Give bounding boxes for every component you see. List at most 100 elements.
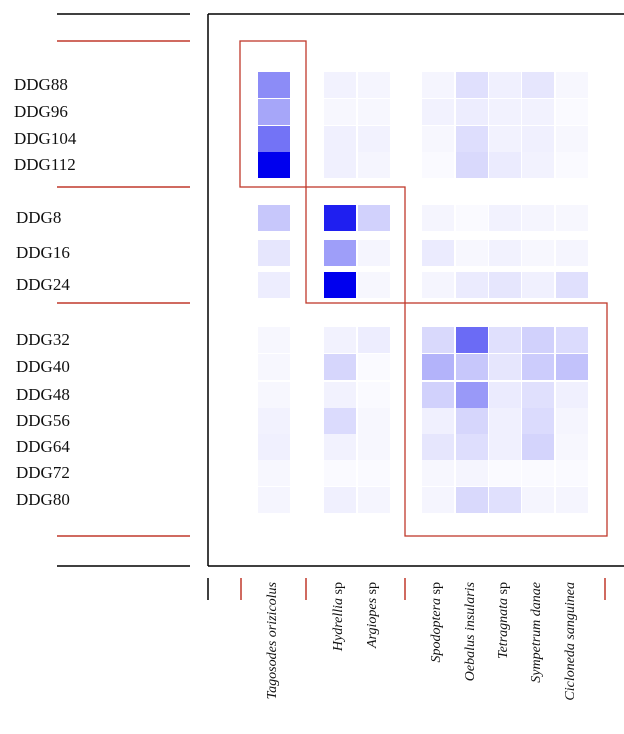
- row-label: DDG32: [16, 330, 70, 349]
- heatmap-cell: [358, 152, 390, 178]
- heatmap-cell: [358, 240, 390, 266]
- heatmap-cell: [556, 327, 588, 353]
- heatmap-cell: [324, 99, 356, 125]
- heatmap-cell: [324, 272, 356, 298]
- row-label: DDG96: [14, 102, 68, 121]
- row-label: DDG80: [16, 490, 70, 509]
- heatmap-cell: [489, 99, 521, 125]
- row-label: DDG8: [16, 208, 61, 227]
- heatmap-cell: [556, 460, 588, 486]
- heatmap-cell: [489, 487, 521, 513]
- heatmap-cell: [456, 327, 488, 353]
- row-label: DDG16: [16, 243, 70, 262]
- heatmap-cell: [522, 205, 554, 231]
- column-label: Cicloneda sanguinea: [563, 582, 578, 701]
- heatmap-cell: [358, 205, 390, 231]
- heatmap-cell: [489, 460, 521, 486]
- group-box: [305, 186, 406, 304]
- heatmap-cell: [522, 327, 554, 353]
- heatmap-cell: [258, 272, 290, 298]
- heatmap-cell: [324, 205, 356, 231]
- heatmap-cell: [258, 487, 290, 513]
- heatmap-cell: [556, 240, 588, 266]
- heatmap-cell: [556, 272, 588, 298]
- heatmap-cell: [456, 272, 488, 298]
- heatmap-cell: [456, 152, 488, 178]
- column-label-name: Spodoptera: [429, 598, 444, 663]
- column-label: Sympetrum danae: [529, 582, 544, 683]
- group-box: [404, 302, 608, 537]
- heatmap-cell: [358, 382, 390, 408]
- heatmap-cell: [258, 240, 290, 266]
- heatmap-cell: [258, 382, 290, 408]
- heatmap-cell: [556, 434, 588, 460]
- heatmap-cell: [258, 354, 290, 380]
- heatmap-cell: [358, 354, 390, 380]
- heatmap-cell: [456, 487, 488, 513]
- heatmap-cell: [556, 354, 588, 380]
- heatmap-cell: [522, 434, 554, 460]
- heatmap-cell: [258, 205, 290, 231]
- row-label: DDG72: [16, 463, 70, 482]
- row-label: DDG48: [16, 385, 70, 404]
- row-label: DDG40: [16, 357, 70, 376]
- column-label-suffix: sp: [429, 582, 444, 598]
- heatmap-cell: [456, 72, 488, 98]
- heatmap-cell: [489, 152, 521, 178]
- heatmap-cell: [556, 72, 588, 98]
- heatmap-cell: [556, 487, 588, 513]
- heatmap-cell: [522, 487, 554, 513]
- heatmap-cell: [324, 487, 356, 513]
- heatmap-cell: [324, 434, 356, 460]
- row-label: DDG104: [14, 129, 77, 148]
- heatmap-cell: [522, 408, 554, 434]
- column-label: Argiopes sp: [365, 582, 380, 649]
- heatmap-cell: [422, 460, 454, 486]
- heatmap-cell: [422, 272, 454, 298]
- heatmap-cell: [489, 126, 521, 152]
- heatmap-cell: [258, 408, 290, 434]
- row-label: DDG56: [16, 411, 70, 430]
- heatmap-cell: [324, 408, 356, 434]
- heatmap-cell: [556, 152, 588, 178]
- heatmap-cell: [456, 434, 488, 460]
- heatmap-cell: [358, 434, 390, 460]
- heatmap-cell: [258, 327, 290, 353]
- heatmap-cell: [422, 205, 454, 231]
- heatmap-cell: [358, 72, 390, 98]
- heatmap-cell: [522, 460, 554, 486]
- heatmap-cell: [422, 434, 454, 460]
- heatmap-cell: [489, 408, 521, 434]
- row-label: DDG88: [14, 75, 68, 94]
- heatmap-cell: [489, 327, 521, 353]
- heatmap-cell: [422, 99, 454, 125]
- heatmap-cell: [489, 205, 521, 231]
- heatmap-cell: [358, 272, 390, 298]
- heatmap-cell: [522, 354, 554, 380]
- column-label-suffix: sp: [365, 582, 380, 598]
- column-label-suffix: sp: [331, 582, 346, 598]
- heatmap-cell: [258, 99, 290, 125]
- heatmap-cell: [258, 460, 290, 486]
- column-label-name: Sympetrum danae: [529, 582, 544, 683]
- heatmap-cell: [556, 99, 588, 125]
- heatmap-cell: [522, 272, 554, 298]
- heatmap-cell: [456, 408, 488, 434]
- column-label: Oebalus insularis: [463, 581, 478, 681]
- column-label: Spodoptera sp: [429, 582, 444, 663]
- row-label: DDG112: [14, 155, 76, 174]
- column-label-name: Cicloneda sanguinea: [563, 582, 578, 701]
- heatmap-cell: [489, 72, 521, 98]
- heatmap-cell: [456, 126, 488, 152]
- column-label: Hydrellia sp: [331, 582, 346, 652]
- heatmap-cell: [358, 327, 390, 353]
- heatmap-cell: [556, 408, 588, 434]
- heatmap-cell: [324, 126, 356, 152]
- heatmap-cell: [456, 99, 488, 125]
- heatmap-cell: [324, 354, 356, 380]
- heatmap-cell: [422, 327, 454, 353]
- heatmap-cell: [456, 240, 488, 266]
- heatmap-cell: [324, 72, 356, 98]
- heatmap-cell: [358, 99, 390, 125]
